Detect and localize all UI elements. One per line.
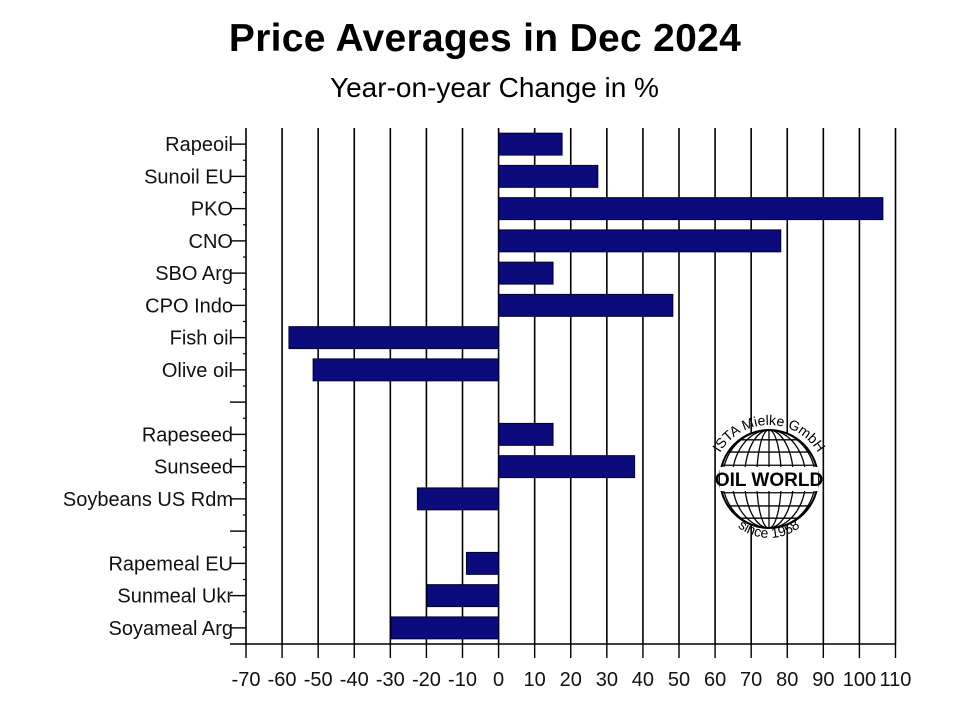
category-label: Rapemeal EU <box>108 553 233 575</box>
category-label: Sunoil EU <box>144 166 233 188</box>
x-tick-label: 90 <box>812 669 834 691</box>
x-tick-label: 50 <box>668 669 690 691</box>
bar <box>288 326 500 350</box>
x-tick-label: 10 <box>524 669 546 691</box>
x-tick-label: -20 <box>412 669 441 691</box>
category-label: PKO <box>191 199 233 221</box>
bar <box>498 132 563 156</box>
chart-subtitle: Year-on-year Change in % <box>330 72 659 103</box>
category-label: CNO <box>189 231 233 253</box>
x-tick-label: 100 <box>843 669 876 691</box>
x-tick-label: 70 <box>740 669 762 691</box>
x-tick-label: 0 <box>493 669 504 691</box>
logo-center-text: OIL WORLD <box>715 470 823 491</box>
x-tick-label: -40 <box>340 669 369 691</box>
bar <box>498 164 599 188</box>
x-tick-labels: -70 -60 -50 -40 -30 -20 -10 0 10 20 30 40 50 60 70 80 90… <box>232 669 912 691</box>
bar <box>498 422 554 446</box>
category-label: Sunmeal Ukr <box>117 586 233 608</box>
x-tick-label: 20 <box>560 669 582 691</box>
x-tick-label: -50 <box>304 669 333 691</box>
bar <box>498 293 674 317</box>
bar <box>498 229 782 253</box>
x-tick-label: 110 <box>880 669 912 691</box>
bar <box>498 455 636 479</box>
bar <box>498 261 554 285</box>
category-label: Olive oil <box>162 360 233 382</box>
category-label: Sunseed <box>154 457 233 479</box>
category-label: SBO Arg <box>155 263 233 285</box>
bar <box>465 551 500 575</box>
bar <box>312 358 500 382</box>
category-label: Rapeseed <box>142 424 233 446</box>
category-label: Rapeoil <box>165 134 233 156</box>
x-tick-label: 80 <box>776 669 798 691</box>
category-label: CPO Indo <box>145 295 233 317</box>
bar <box>498 197 884 221</box>
x-tick-label: -60 <box>268 669 297 691</box>
x-tick-label: -30 <box>376 669 405 691</box>
logo-band <box>720 467 818 491</box>
bar <box>390 616 500 640</box>
bar <box>416 487 500 511</box>
x-tick-label: 30 <box>596 669 618 691</box>
x-tick-label: -70 <box>232 669 261 691</box>
axes <box>230 128 897 658</box>
bars <box>288 132 884 640</box>
category-label: Soyameal Arg <box>108 618 233 640</box>
category-label: Fish oil <box>170 328 233 350</box>
x-tick-label: -10 <box>448 669 477 691</box>
category-labels: Rapeoil Sunoil EU PKO CNO SBO Arg CPO Indo Fis… <box>63 134 233 640</box>
oil-world-logo: OIL WORLD ISTA Mielke GmbH since 1958 <box>709 412 829 541</box>
chart-title: Price Averages in Dec 2024 <box>228 17 742 60</box>
x-tick-label: 60 <box>704 669 726 691</box>
category-label: Soybeans US Rdm <box>63 489 233 511</box>
x-tick-label: 40 <box>632 669 654 691</box>
bar <box>426 584 500 608</box>
